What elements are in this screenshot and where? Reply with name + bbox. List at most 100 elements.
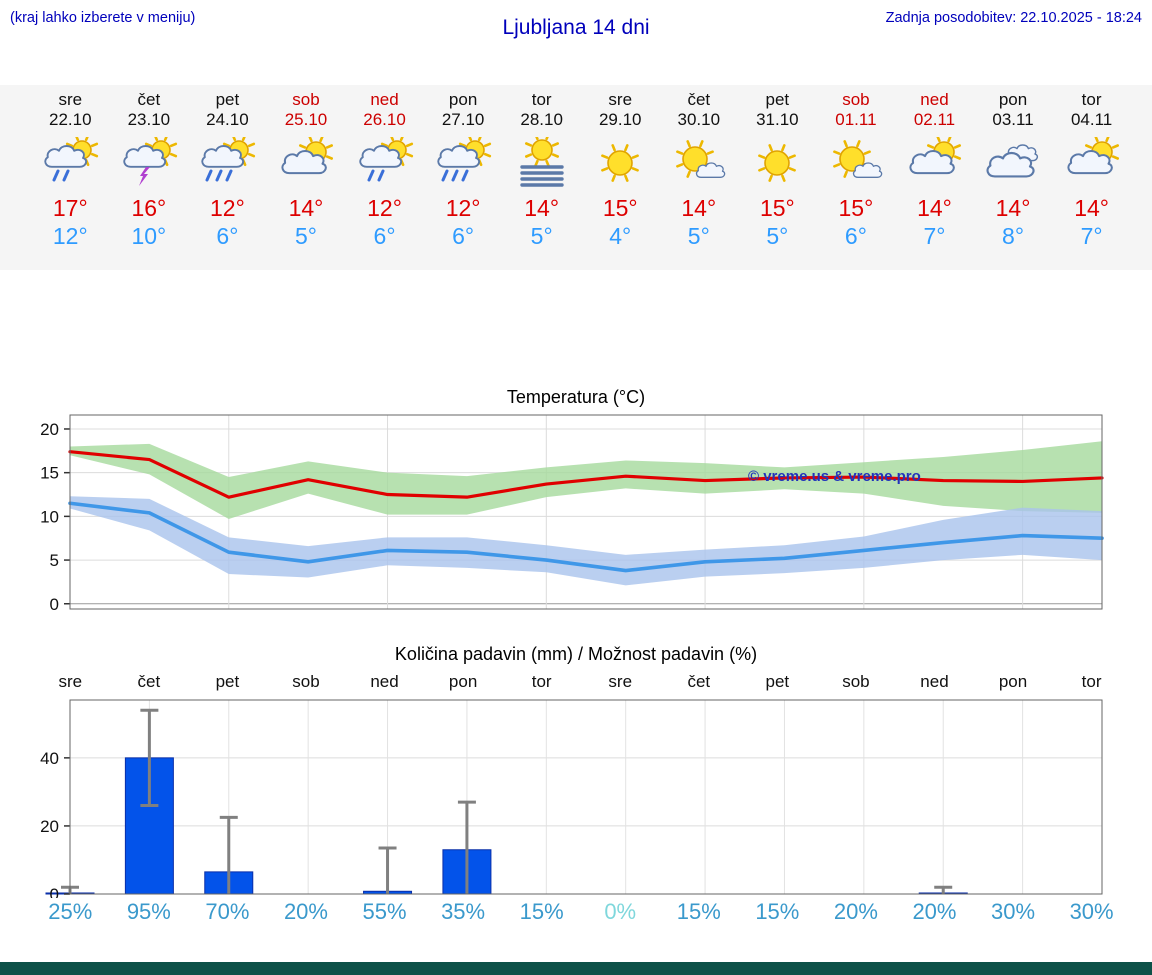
cloud-sun-icon xyxy=(267,135,346,191)
temp-min: 6° xyxy=(373,223,396,249)
day-name: pet xyxy=(765,90,790,109)
axis-day-label: pet xyxy=(765,672,790,691)
temp-max: 15° xyxy=(838,195,874,221)
forecast-day: tor 28.10 14° 5° xyxy=(502,90,581,270)
precipitation-chart-title: Količina padavin (mm) / Možnost padavin … xyxy=(394,644,758,664)
precipitation-day-axis: sre čet pet sob ned pon tor sre čet pet sob ned pon t… xyxy=(31,672,1131,692)
axis-day-label: sre xyxy=(58,672,83,691)
precip-probability: 20% xyxy=(833,899,878,924)
temp-max: 14° xyxy=(288,195,324,221)
forecast-day: pet 24.10 12° 6° xyxy=(188,90,267,270)
temp-max: 16° xyxy=(131,195,167,221)
temp-min: 10° xyxy=(131,223,167,249)
rain-sun-icon xyxy=(345,133,424,191)
day-name: ned xyxy=(920,90,949,109)
temp-max: 14° xyxy=(1074,195,1109,221)
temp-min: 5° xyxy=(530,223,553,249)
forecast-strip: sre 22.10 17° 12° čet 23.10 16° 10° pet 24.10 12° 6… xyxy=(0,85,1152,270)
day-name: sob xyxy=(842,90,870,109)
forecast-day: čet 30.10 14° 5° xyxy=(660,90,739,270)
day-date: 25.10 xyxy=(284,110,328,129)
temp-min: 7° xyxy=(923,223,946,249)
temp-max: 12° xyxy=(210,195,245,221)
precipitation-plot: 0 20 40 xyxy=(0,698,1152,904)
heavyrain-sun-icon xyxy=(188,133,267,191)
temp-min: 8° xyxy=(1002,223,1025,249)
forecast-day: sre 29.10 15° 4° xyxy=(581,90,660,270)
day-date: 23.10 xyxy=(127,110,171,129)
axis-day-label: sob xyxy=(842,672,870,691)
temp-min: 7° xyxy=(1080,223,1103,249)
storm-sun-icon xyxy=(110,133,189,191)
temp-min: 5° xyxy=(687,223,710,249)
axis-day-label: tor xyxy=(1081,672,1102,691)
day-name: sob xyxy=(292,90,320,109)
temperature-plot: 0 5 10 15 20 © vreme.us & vreme.pro xyxy=(0,413,1152,614)
temp-min: 5° xyxy=(766,223,789,249)
temp-max: 12° xyxy=(367,195,402,221)
footer-bar xyxy=(0,962,1152,975)
temp-max: 17° xyxy=(52,195,88,221)
precip-probability: 25% xyxy=(48,899,93,924)
forecast-day: pon 27.10 12° 6° xyxy=(424,90,503,270)
temperature-chart-title: Temperatura (°C) xyxy=(506,387,646,407)
precip-probability: 30% xyxy=(1069,899,1114,924)
precip-probability: 0% xyxy=(604,899,637,924)
precip-probability: 15% xyxy=(519,899,564,924)
day-date: 01.11 xyxy=(835,110,877,129)
forecast-day: sre 22.10 17° 12° xyxy=(31,90,110,270)
temp-max: 15° xyxy=(602,195,638,221)
temp-min: 6° xyxy=(844,223,867,249)
precip-probability: 15% xyxy=(755,899,800,924)
svg-text:0: 0 xyxy=(50,885,59,898)
forecast-day: pon 03.11 14° 8° xyxy=(974,90,1053,270)
day-name: pon xyxy=(448,90,478,109)
svg-text:5: 5 xyxy=(50,551,59,570)
axis-day-label: pet xyxy=(215,672,240,691)
forecast-day: sob 25.10 14° 5° xyxy=(267,90,346,270)
axis-day-label: ned xyxy=(370,672,399,691)
day-date: 24.10 xyxy=(206,110,249,129)
axis-day-label: čet xyxy=(137,672,161,691)
forecast-day: čet 23.10 16° 10° xyxy=(110,90,189,270)
temp-max: 14° xyxy=(681,195,717,221)
axis-day-label: pon xyxy=(448,672,478,691)
temp-max: 14° xyxy=(917,195,952,221)
page-title: Ljubljana 14 dni xyxy=(502,16,650,39)
temp-min: 5° xyxy=(294,223,317,249)
day-name: tor xyxy=(531,90,552,109)
precip-probability: 70% xyxy=(205,899,250,924)
day-name: pon xyxy=(998,90,1028,109)
sun-smallcloud-icon xyxy=(660,137,739,191)
day-name: čet xyxy=(137,90,161,109)
svg-text:40: 40 xyxy=(40,749,59,768)
temp-max: 12° xyxy=(445,195,481,221)
forecast-day: pet 31.10 15° 5° xyxy=(738,90,817,270)
precip-probability: 55% xyxy=(362,899,407,924)
precip-probability: 35% xyxy=(441,899,486,924)
precip-probability: 20% xyxy=(283,899,328,924)
day-date: 04.11 xyxy=(1070,110,1113,129)
forecast-day: ned 26.10 12° 6° xyxy=(345,90,424,270)
fog-sun-icon xyxy=(502,132,581,191)
heavyrain-sun-icon xyxy=(424,133,503,191)
axis-day-label: čet xyxy=(687,672,711,691)
precip-probability: 95% xyxy=(126,899,171,924)
forecast-day: sob 01.11 15° 6° xyxy=(817,90,896,270)
day-name: čet xyxy=(687,90,711,109)
temp-max: 15° xyxy=(759,195,795,221)
temp-min: 6° xyxy=(452,223,475,249)
last-updated: Zadnja posodobitev: 22.10.2025 - 18:24 xyxy=(885,10,1142,26)
watermark: © vreme.us & vreme.pro xyxy=(748,468,921,485)
precip-probability: 20% xyxy=(912,899,957,924)
day-date: 31.10 xyxy=(756,110,799,129)
svg-text:15: 15 xyxy=(40,464,59,483)
svg-text:20: 20 xyxy=(40,817,59,836)
axis-day-label: pon xyxy=(998,672,1028,691)
axis-day-label: sob xyxy=(292,672,320,691)
sun-icon xyxy=(738,137,817,191)
cloud-sun-icon xyxy=(1052,135,1131,191)
day-name: sre xyxy=(58,90,83,109)
temp-min: 12° xyxy=(52,223,88,249)
temp-min: 4° xyxy=(609,223,632,249)
